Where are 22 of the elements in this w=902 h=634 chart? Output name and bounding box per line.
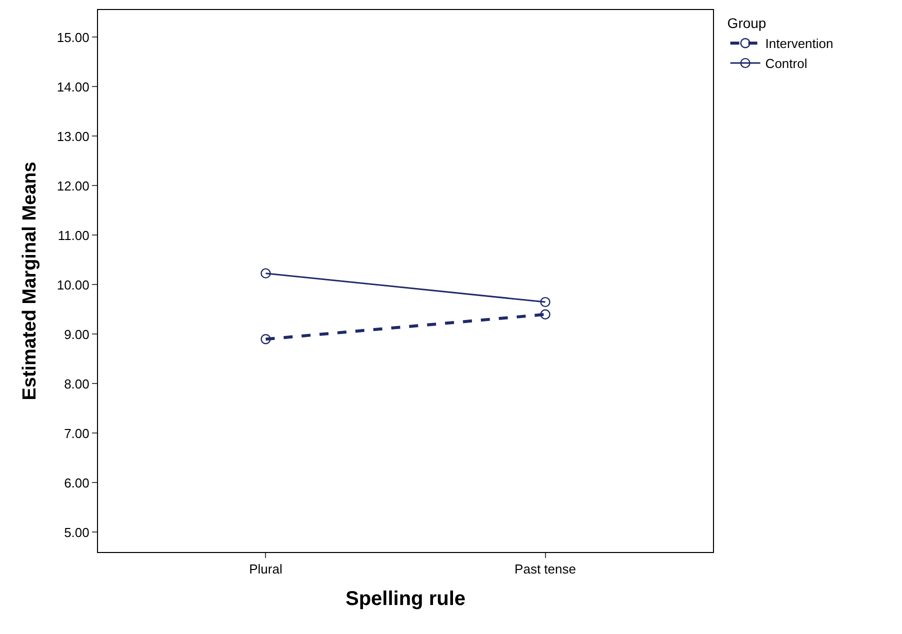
y-tick-label: 8.00 bbox=[64, 376, 90, 392]
legend-label: Intervention bbox=[765, 36, 834, 52]
y-tick-label: 14.00 bbox=[56, 79, 90, 94]
y-tick-label: 13.00 bbox=[56, 128, 90, 144]
point bbox=[540, 309, 550, 320]
y-tick-label: 10.00 bbox=[56, 277, 90, 292]
y-tick-label: 6.00 bbox=[64, 475, 90, 490]
y-tick-label: 7.00 bbox=[64, 426, 90, 441]
y-tick-label: 5.00 bbox=[64, 524, 90, 540]
point bbox=[260, 334, 271, 344]
y-tick-label: 11.00 bbox=[58, 228, 90, 243]
y-tick-label: 12.00 bbox=[56, 178, 90, 194]
x-tick-label: Plural bbox=[249, 562, 282, 577]
point bbox=[540, 296, 550, 308]
legend-label: Control bbox=[765, 56, 808, 72]
y-tick-label: 9.00 bbox=[64, 326, 90, 342]
x-tick-label: Past tense bbox=[514, 562, 576, 577]
point bbox=[260, 268, 271, 278]
legend-title: Group bbox=[727, 15, 766, 32]
y-tick-label: 15.00 bbox=[56, 30, 90, 45]
y-axis-title: Estimated Marginal Means bbox=[20, 162, 41, 400]
x-axis-title: Spelling rule bbox=[345, 588, 466, 610]
